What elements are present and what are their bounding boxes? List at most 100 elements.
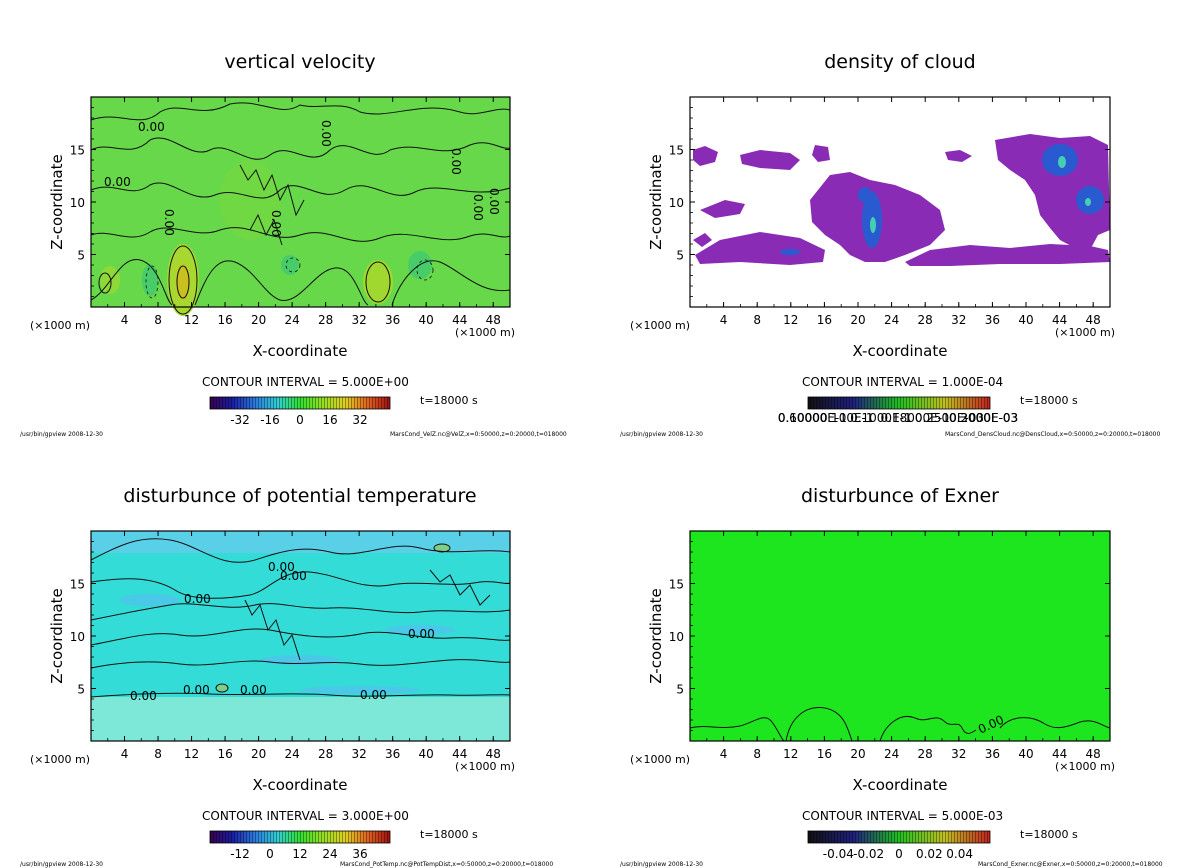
contour-label: 0.00 (360, 688, 387, 702)
contour-label: 0.00 (280, 569, 307, 583)
x-unit-left: (×1000 m) (630, 753, 690, 766)
contour-label: 0.00 (268, 560, 295, 574)
colorbar-tick-label: 0.3000E-03 (949, 411, 1018, 425)
y-axis-label: Z-coordinate (647, 154, 665, 249)
contour-label: 0.00 (269, 210, 283, 237)
field-patch (176, 264, 190, 300)
x-unit-left: (×1000 m) (630, 319, 690, 332)
field-patch (385, 625, 455, 635)
colorbar-tick-label: 0.60000E-1 (778, 411, 847, 425)
x-axis-label: X-coordinate (253, 776, 348, 794)
cloud-highlights (870, 156, 1091, 233)
time-label: t=18000 s (420, 828, 478, 841)
field-patch (220, 160, 280, 240)
lower-layer (91, 697, 510, 741)
contour-label: 0.00 (184, 592, 211, 606)
x-tick-label: 48 (1086, 747, 1101, 761)
x-tick-label: 16 (217, 313, 232, 327)
x-tick-label: 4 (720, 747, 728, 761)
x-unit-right: (×1000 m) (1055, 326, 1115, 339)
y-tick-label: 10 (669, 630, 684, 644)
panel-potential-temperature: disturbunce of potential temperature 0.0 (20, 485, 553, 868)
x-tick-label: 40 (419, 747, 434, 761)
x-tick-label: 32 (352, 313, 367, 327)
footer-left: /usr/bin/gpview 2008-12-30 (20, 431, 103, 438)
x-tick-label: 24 (884, 313, 899, 327)
colorbar-tick-label: 0.18000E-1 (881, 411, 950, 425)
x-tick-label: 44 (1052, 747, 1067, 761)
panel-vertical-velocity: vertical velocity (20, 51, 567, 438)
x-unit-right: (×1000 m) (455, 760, 515, 773)
x-tick-label: 24 (284, 747, 299, 761)
chart-title: density of cloud (824, 51, 976, 73)
y-tick-label: 10 (70, 630, 85, 644)
colorbar-tick-label: 0.04 (946, 847, 973, 861)
footer-right: MarsCond_DensCloud.nc@DensCloud,x=0:5000… (945, 431, 1160, 438)
x-tick-label: 36 (385, 313, 400, 327)
contour-interval: CONTOUR INTERVAL = 5.000E+00 (202, 375, 409, 389)
x-tick-label: 4 (121, 747, 129, 761)
y-axis-label: Z-coordinate (48, 154, 66, 249)
colorbar-tick-label: 0.1000E-1 (850, 411, 912, 425)
x-unit-left: (×1000 m) (30, 753, 90, 766)
field-patch (434, 544, 450, 552)
cloud-patches (693, 134, 1110, 266)
chart-title: disturbunce of potential temperature (123, 485, 476, 507)
colorbar-tick-label: 32 (352, 413, 367, 427)
y-tick-label: 15 (669, 578, 684, 592)
x-tick-label: 36 (985, 747, 1000, 761)
footer-left: /usr/bin/gpview 2008-12-30 (20, 861, 103, 868)
x-tick-label: 36 (385, 747, 400, 761)
x-tick-label: 32 (951, 313, 966, 327)
field-patch (216, 684, 228, 692)
x-tick-label: 16 (817, 313, 832, 327)
footer-right: MarsCond_VelZ.nc@VelZ,x=0:50000,z=0:2000… (390, 431, 567, 438)
colorbar-tick-label: 12 (292, 847, 307, 861)
contour-label: 0.00 (471, 194, 485, 221)
contour-label: 0.00 (240, 683, 267, 697)
x-tick-label: 44 (452, 313, 467, 327)
colorbar-tick-label: -0.04 (823, 847, 854, 861)
field-patch (300, 686, 420, 694)
x-tick-label: 4 (121, 313, 129, 327)
x-tick-label: 28 (918, 747, 933, 761)
x-tick-label: 8 (753, 747, 761, 761)
y-tick-label: 5 (77, 683, 85, 697)
colorbar-tick-label: -12 (230, 847, 250, 861)
time-label: t=18000 s (1020, 828, 1078, 841)
chart-title: disturbunce of Exner (801, 485, 999, 507)
y-axis-label: Z-coordinate (647, 588, 665, 683)
footer-left: /usr/bin/gpview 2008-12-30 (620, 431, 703, 438)
x-tick-label: 44 (1052, 313, 1067, 327)
x-tick-label: 8 (753, 313, 761, 327)
colorbar-tick-label: 0 (296, 413, 304, 427)
x-tick-label: 40 (1018, 747, 1033, 761)
field-patch (142, 264, 158, 296)
x-tick-label: 12 (783, 313, 798, 327)
x-unit-right: (×1000 m) (455, 326, 515, 339)
contour-label: 0.00 (449, 148, 463, 175)
x-tick-label: 20 (850, 313, 865, 327)
x-tick-label: 12 (184, 313, 199, 327)
x-tick-label: 20 (251, 313, 266, 327)
contour-interval: CONTOUR INTERVAL = 1.000E-04 (802, 375, 1003, 389)
colorbar-tick-label: 0 (895, 847, 903, 861)
colorbar-tick-label: 0.2500E-03 (915, 411, 984, 425)
field-patch (363, 260, 393, 304)
colorbar-tick-label: 16 (322, 413, 337, 427)
y-tick-label: 5 (676, 683, 684, 697)
footer-right: MarsCond_PotTemp.nc@PotTempDist,x=0:5000… (340, 861, 553, 868)
colorbar-tick-label: 0.02 (916, 847, 943, 861)
plot-background (690, 531, 1110, 741)
x-tick-label: 12 (184, 747, 199, 761)
colorbar-tick-label: -16 (260, 413, 280, 427)
x-tick-label: 20 (251, 747, 266, 761)
contour-lines (90, 538, 511, 698)
contour-label: 0.00 (130, 689, 157, 703)
colorbar-tick-label: 0.100E-1 (820, 411, 874, 425)
x-tick-label: 4 (720, 313, 728, 327)
chart-title: vertical velocity (224, 51, 375, 73)
x-tick-label: 44 (452, 747, 467, 761)
x-tick-label: 28 (918, 313, 933, 327)
